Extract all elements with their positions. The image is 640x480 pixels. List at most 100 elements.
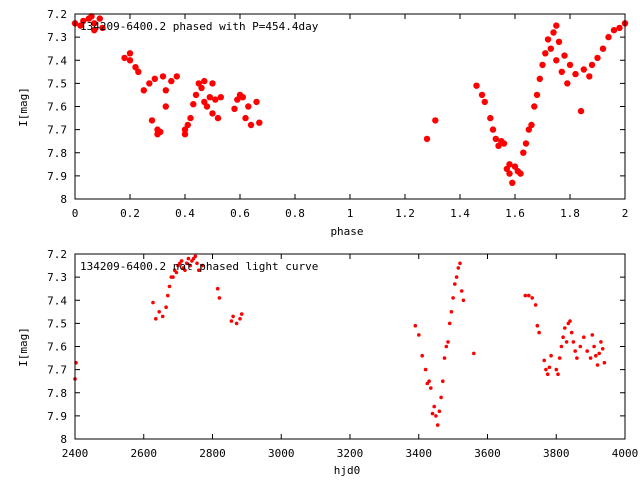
unphased-data-point <box>585 349 589 353</box>
unphased-data-point <box>215 286 220 291</box>
phased-data-point <box>181 126 189 133</box>
phased-data-point <box>555 38 563 45</box>
unphased-x-tick-label: 3600 <box>474 447 501 460</box>
phased-data-point <box>531 103 538 110</box>
phased-y-ticks: 7.2 7.3 7.4 7.5 7.6 7.7 7.8 7.9 8 <box>47 8 625 206</box>
phased-y-tick-label: 7.2 <box>47 8 67 21</box>
unphased-x-tick-label: 3000 <box>268 447 295 460</box>
unphased-y-tick-label: 7.4 <box>47 294 67 307</box>
phased-data-point <box>478 91 486 99</box>
phased-data-point <box>572 70 579 78</box>
unphased-data-point <box>239 312 244 316</box>
unphased-data-point <box>600 347 605 351</box>
phased-x-ticks: 0 0.2 0.4 0.6 0.8 1 1.2 1.4 1.6 1.8 2 <box>72 14 629 220</box>
unphased-data-point <box>200 263 204 268</box>
phased-data-point <box>522 140 530 147</box>
unphased-data-point <box>238 317 242 321</box>
unphased-data-point <box>561 335 565 340</box>
unphased-data-point <box>459 289 464 293</box>
phased-data-point <box>553 57 560 64</box>
unphased-y-tick-label: 7.6 <box>47 341 67 354</box>
phased-data-point <box>91 20 98 27</box>
phased-data-point <box>162 87 169 94</box>
phased-data-point <box>190 101 197 108</box>
unphased-data-point <box>231 314 235 319</box>
unphased-y-tick-label: 7.7 <box>47 364 67 377</box>
unphased-data-point <box>427 379 431 384</box>
phased-y-tick-label: 7.5 <box>47 77 67 90</box>
unphased-data-point <box>451 296 455 300</box>
phased-data-point <box>245 103 252 110</box>
phased-data-point <box>544 36 552 43</box>
phased-data-point <box>157 128 164 136</box>
phased-data-point <box>432 117 439 124</box>
phased-data-point <box>214 114 222 122</box>
unphased-data-point <box>590 333 595 337</box>
unphased-data-point <box>559 344 564 349</box>
unphased-data-point <box>453 282 457 286</box>
phased-data-point <box>162 103 169 110</box>
phased-data-point <box>256 119 263 126</box>
phased-data-point <box>588 61 596 69</box>
unphased-data-point <box>234 321 239 326</box>
phased-data-point <box>610 27 618 34</box>
phased-points-group <box>71 13 629 186</box>
phased-data-point <box>168 77 175 85</box>
phased-data-point <box>242 114 249 122</box>
unphased-data-point <box>542 358 546 363</box>
phased-data-point <box>580 66 587 73</box>
phased-data-point <box>536 75 543 83</box>
phased-data-point <box>192 91 200 99</box>
phased-x-tick-label: 0.4 <box>175 207 195 220</box>
phased-y-tick-label: 7.9 <box>47 170 67 183</box>
unphased-data-point <box>547 365 552 370</box>
phased-data-point <box>506 170 513 177</box>
phased-data-point <box>209 80 216 87</box>
phased-x-tick-label: 2 <box>622 207 629 220</box>
phased-data-point <box>599 45 607 52</box>
unphased-data-point <box>563 326 567 330</box>
unphased-data-point <box>557 356 562 360</box>
phased-data-point <box>495 142 502 149</box>
unphased-data-point <box>151 300 155 305</box>
unphased-y-tick-label: 7.3 <box>47 271 67 284</box>
phased-data-point <box>506 161 513 168</box>
unphased-data-point <box>430 411 435 416</box>
phased-y-tick-label: 8 <box>60 193 67 206</box>
unphased-data-point <box>434 414 438 418</box>
unphased-chart-title: 134209-6400.2 not phased light curve <box>80 260 318 273</box>
phased-data-point <box>231 105 238 113</box>
unphased-x-tick-label: 3400 <box>406 447 433 460</box>
unphased-data-point <box>444 344 449 349</box>
phased-chart-title: 134209-6400.2 phased with P=454.4day <box>80 20 319 33</box>
phased-data-point <box>247 121 255 129</box>
unphased-x-tick-label: 3200 <box>337 447 364 460</box>
phased-data-point <box>91 27 98 34</box>
unphased-data-point <box>229 319 234 323</box>
unphased-data-point <box>439 395 443 400</box>
phased-data-point <box>586 73 593 80</box>
unphased-data-point <box>588 356 593 360</box>
unphased-data-point <box>575 356 579 360</box>
phased-x-tick-label: 1 <box>347 207 354 220</box>
phased-data-point <box>547 45 554 52</box>
phased-data-point <box>99 24 106 32</box>
unphased-data-point <box>530 296 534 300</box>
phased-data-point <box>203 103 211 110</box>
phased-y-tick-label: 7.4 <box>47 54 67 67</box>
unphased-data-point <box>197 268 201 273</box>
unphased-data-point <box>432 404 437 409</box>
phased-data-point <box>558 68 565 76</box>
unphased-x-tick-label: 2400 <box>62 447 89 460</box>
unphased-data-point <box>442 356 447 360</box>
phased-x-tick-label: 0.2 <box>120 207 140 220</box>
phased-light-curve-panel: 0 0.2 0.4 0.6 0.8 1 1.2 1.4 1.6 1.8 2 7.2 7.3 7.4 7.5… <box>17 8 628 238</box>
unphased-data-point <box>594 353 598 358</box>
phased-data-point <box>135 68 142 76</box>
unphased-data-point <box>195 261 199 266</box>
unphased-data-point <box>545 372 550 377</box>
phased-data-point <box>564 80 571 87</box>
phased-x-tick-label: 0.6 <box>230 207 250 220</box>
phased-data-point <box>253 98 260 106</box>
